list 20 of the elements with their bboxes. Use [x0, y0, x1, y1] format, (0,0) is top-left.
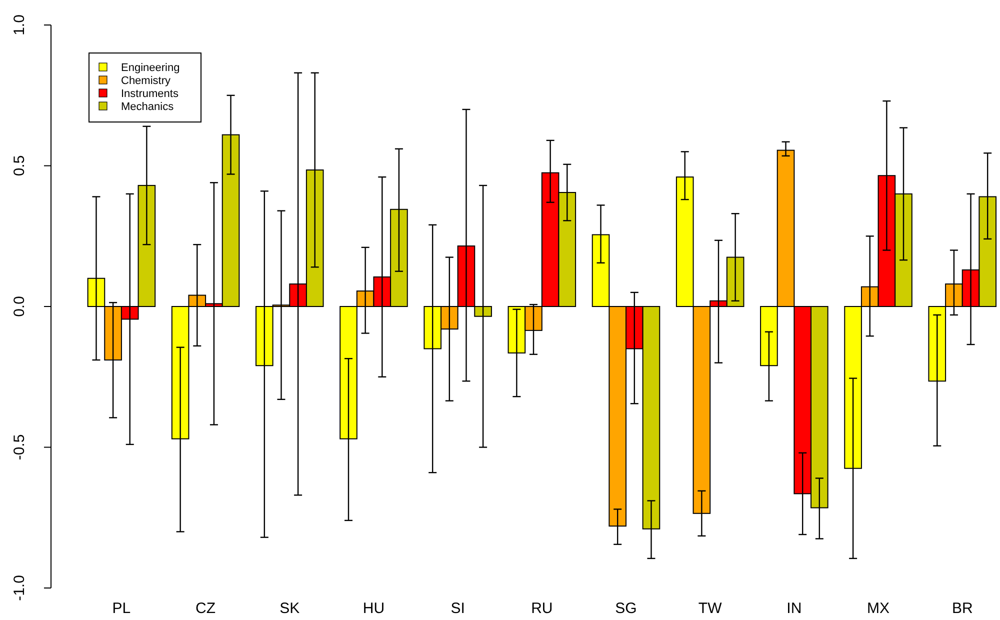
legend-label: Mechanics: [121, 101, 174, 113]
x-tick-label: CZ: [196, 600, 216, 617]
x-tick-label: SG: [615, 600, 637, 617]
x-tick-label: SK: [280, 600, 300, 617]
y-tick-label: -0.5: [11, 434, 28, 460]
x-tick-label: MX: [867, 600, 890, 617]
legend-label: Instruments: [121, 88, 179, 100]
y-tick-label: 0.0: [11, 296, 28, 317]
y-tick-label: 0.5: [11, 155, 28, 176]
legend-label: Chemistry: [121, 75, 172, 87]
x-tick-label: TW: [698, 600, 723, 617]
x-tick-label: BR: [952, 600, 973, 617]
legend-label: Engineering: [121, 62, 180, 74]
y-tick-label: 1.0: [11, 14, 28, 36]
x-tick-label: PL: [112, 600, 131, 617]
x-tick-label: SI: [450, 600, 465, 617]
y-tick-label: -1.0: [11, 575, 28, 601]
x-tick-label: IN: [786, 600, 802, 617]
x-tick-label: RU: [531, 600, 553, 617]
x-tick-label: HU: [362, 600, 385, 617]
